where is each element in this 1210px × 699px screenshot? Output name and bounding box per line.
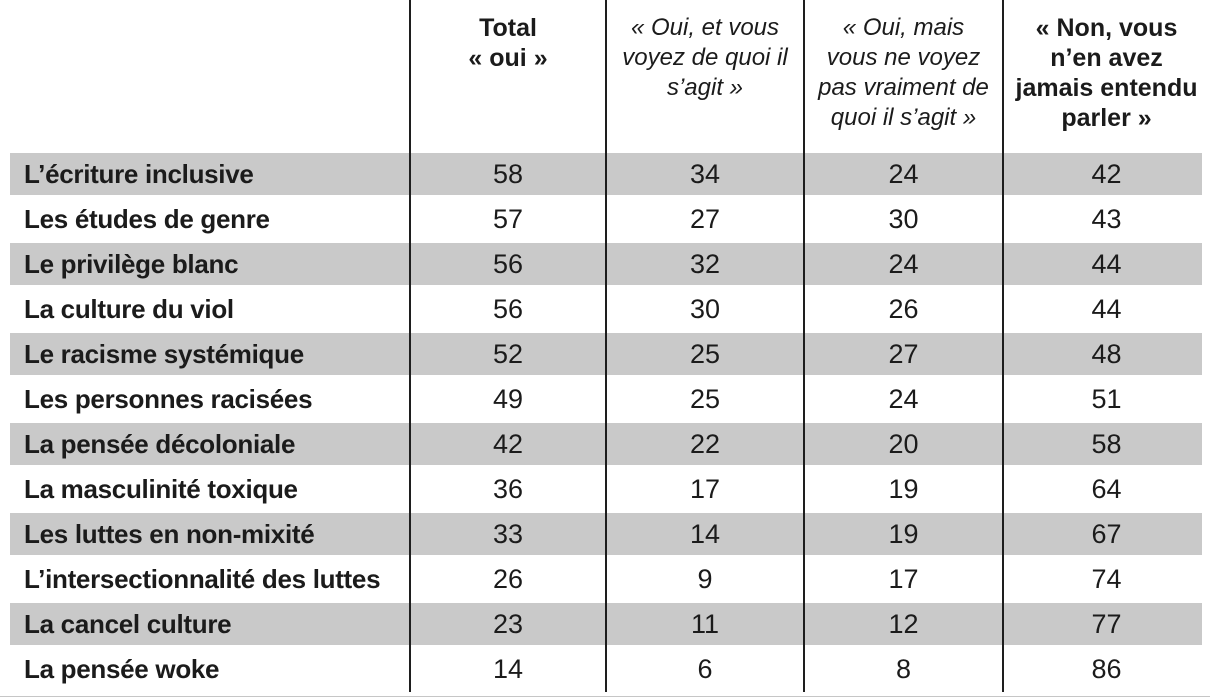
table-row: La masculinité toxique 36 17 19 64	[0, 467, 1210, 512]
table-row: Les personnes racisées 49 25 24 51	[0, 377, 1210, 422]
table-row: L’intersectionnalité des luttes 26 9 17 …	[0, 557, 1210, 602]
cell-value: 32	[689, 249, 721, 279]
column-header-oui-pas-vraiment: « Oui, mais vous ne voyez pas vraiment d…	[818, 14, 989, 131]
row-label: Les luttes en non-mixité	[24, 519, 315, 549]
cell-value: 48	[1091, 339, 1122, 369]
column-header-empty	[0, 0, 410, 152]
column-header-total-oui: Total « oui »	[468, 14, 548, 72]
row-label: Le racisme systémique	[24, 339, 304, 369]
row-label: Le privilège blanc	[24, 249, 239, 279]
cell-value: 74	[1091, 564, 1122, 594]
cell-value: 11	[690, 609, 720, 639]
cell-value: 51	[1091, 384, 1122, 414]
cell-value: 43	[1091, 204, 1122, 234]
column-divider-line	[803, 0, 805, 692]
table-row: La pensée woke 14 6 8 86	[0, 647, 1210, 692]
column-divider-line	[605, 0, 607, 692]
cell-value: 24	[888, 249, 919, 279]
cell-value: 30	[888, 204, 919, 234]
cell-value: 26	[492, 564, 524, 594]
row-label: L’écriture inclusive	[24, 159, 254, 189]
cell-value: 27	[888, 339, 919, 369]
cell-value: 19	[888, 474, 919, 504]
cell-value: 77	[1091, 609, 1122, 639]
cell-value: 19	[888, 519, 919, 549]
cell-value: 12	[888, 609, 919, 639]
cell-value: 56	[492, 294, 524, 324]
column-divider-line	[409, 0, 411, 692]
cell-value: 22	[689, 429, 721, 459]
row-label: La masculinité toxique	[24, 474, 298, 504]
cell-value: 14	[689, 519, 721, 549]
cell-value: 34	[689, 159, 721, 189]
table-row: La culture du viol 56 30 26 44	[0, 287, 1210, 332]
cell-value: 26	[888, 294, 919, 324]
cell-value: 23	[492, 609, 524, 639]
row-label: La culture du viol	[24, 294, 234, 324]
cell-value: 17	[689, 474, 721, 504]
column-divider-line	[1002, 0, 1004, 692]
column-header-non-jamais: « Non, vous n’en avez jamais entendu par…	[1015, 14, 1198, 132]
cell-value: 14	[492, 654, 524, 684]
table-header-row: Total « oui » « Oui, et vous voyez de qu…	[0, 0, 1210, 152]
cell-value: 9	[697, 564, 713, 594]
row-label: La pensée woke	[24, 654, 220, 684]
cell-value: 56	[492, 249, 524, 279]
cell-value: 24	[888, 384, 919, 414]
cell-value: 67	[1091, 519, 1122, 549]
table-bottom-rule	[0, 696, 1210, 697]
cell-value: 52	[492, 339, 524, 369]
cell-value: 44	[1091, 294, 1122, 324]
cell-value: 58	[492, 159, 524, 189]
cell-value: 58	[1091, 429, 1122, 459]
row-label: L’intersectionnalité des luttes	[24, 564, 381, 594]
cell-value: 25	[689, 339, 721, 369]
table-row: Les études de genre 57 27 30 43	[0, 197, 1210, 242]
cell-value: 86	[1091, 654, 1122, 684]
cell-value: 6	[697, 654, 713, 684]
cell-value: 42	[1091, 159, 1122, 189]
row-label: Les études de genre	[24, 204, 270, 234]
cell-value: 24	[888, 159, 919, 189]
cell-value: 36	[492, 474, 524, 504]
row-label: La pensée décoloniale	[24, 429, 296, 459]
cell-value: 64	[1091, 474, 1122, 504]
cell-value: 17	[888, 564, 919, 594]
cell-value: 44	[1091, 249, 1122, 279]
column-header-oui-voyez: « Oui, et vous voyez de quoi il s’agit »	[622, 14, 788, 101]
cell-value: 8	[895, 654, 912, 684]
cell-value: 57	[492, 204, 524, 234]
cell-value: 27	[689, 204, 721, 234]
row-label: Les personnes racisées	[24, 384, 313, 414]
cell-value: 20	[888, 429, 919, 459]
cell-value: 33	[492, 519, 524, 549]
row-label: La cancel culture	[24, 609, 232, 639]
cell-value: 30	[689, 294, 721, 324]
cell-value: 42	[492, 429, 524, 459]
cell-value: 25	[689, 384, 721, 414]
cell-value: 49	[492, 384, 524, 414]
